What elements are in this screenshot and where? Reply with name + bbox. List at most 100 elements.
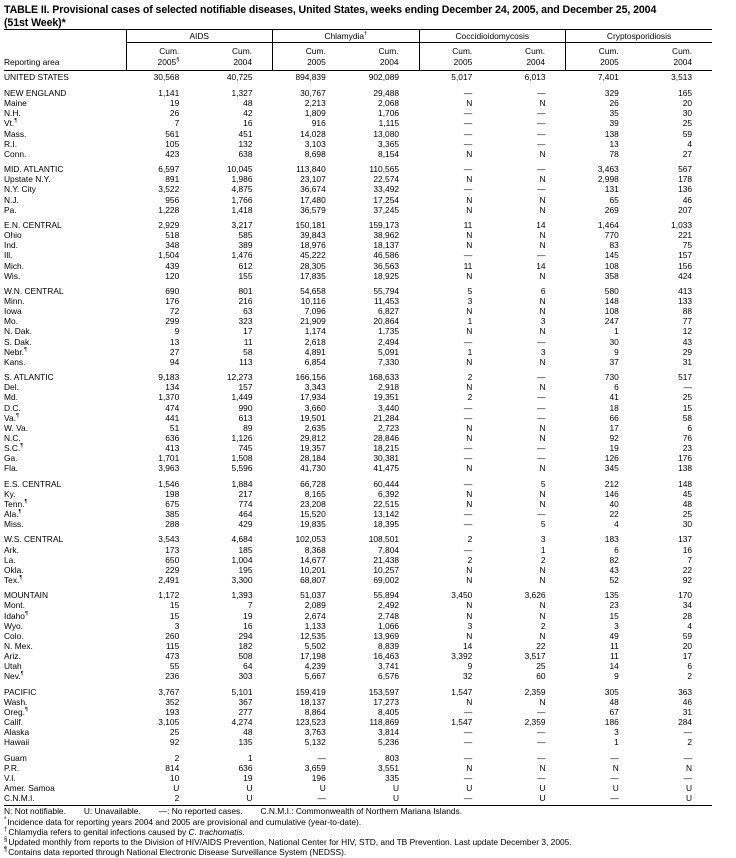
cell-value: 159,173: [368, 219, 400, 230]
cell-value: N: [539, 240, 546, 251]
cell-value: 216: [238, 295, 253, 306]
cell-value: 1,706: [378, 108, 400, 119]
cell-value: 35: [609, 108, 619, 119]
cell-value: 115: [165, 640, 180, 651]
cell-value: N: [466, 174, 473, 185]
cell-value: 1,449: [231, 392, 253, 403]
cell-value: 508: [238, 651, 253, 662]
cell-value: 21,284: [373, 412, 400, 423]
cell-value: 14,677: [300, 554, 326, 565]
cell-value: 3,450: [451, 590, 473, 601]
cell-value: 4,891: [304, 346, 326, 357]
cell-value: 518: [165, 230, 180, 241]
cell-value: N: [539, 295, 546, 306]
cell-value: 990: [238, 402, 253, 413]
cell-value: 58: [682, 412, 693, 423]
cell-value: 40,725: [226, 71, 253, 82]
cell-value: 6: [687, 661, 693, 672]
cell-value: —: [537, 412, 546, 423]
cell-value: 60: [536, 671, 546, 682]
cell-value: 1,004: [231, 554, 253, 565]
cell-value: 612: [238, 260, 253, 271]
cell-value: —: [537, 372, 546, 383]
cell-value: 2,359: [524, 686, 546, 697]
reporting-area: D.C.: [4, 402, 21, 413]
cell-value: 19: [243, 610, 253, 621]
cell-value: 182: [238, 640, 253, 651]
cell-value: 11: [610, 640, 619, 651]
cell-value: 4: [614, 519, 619, 530]
cell-value: 92: [682, 575, 693, 586]
cell-value: 3: [174, 620, 180, 631]
cell-value: 108: [604, 260, 619, 271]
cell-value: 1: [247, 752, 253, 763]
cell-value: 66,728: [300, 478, 326, 489]
cell-value: 19: [609, 443, 619, 454]
reporting-area: Ky.: [4, 488, 16, 499]
cell-value: 1,133: [304, 620, 326, 631]
table-row: Ind. 348 389 18,976 18,137 N N 83 75: [4, 240, 712, 250]
cell-value: 3: [614, 620, 619, 631]
cell-value: 2,494: [378, 336, 400, 347]
document: TABLE II. Provisional cases of selected …: [4, 4, 713, 857]
cell-value: 37: [609, 356, 619, 367]
reporting-area: S. ATLANTIC: [4, 372, 54, 383]
reporting-area: Nebr.¶: [4, 346, 27, 357]
reporting-area: R.I.: [4, 138, 18, 149]
cell-value: 126: [604, 453, 619, 464]
cell-value: 13,080: [373, 128, 400, 139]
cell-value: 11: [610, 651, 619, 662]
cell-value: 48: [243, 98, 253, 109]
cell-value: 3: [540, 346, 546, 357]
cell-value: 10,257: [373, 564, 400, 575]
cell-value: 247: [604, 316, 619, 327]
cell-value: 157: [678, 250, 693, 261]
cell-value: 36,674: [300, 184, 326, 195]
cell-value: 1,476: [231, 250, 253, 261]
cell-value: U: [392, 793, 400, 804]
cell-value: 30,767: [300, 88, 326, 98]
cell-value: 40: [609, 498, 619, 509]
cell-value: U: [612, 783, 619, 793]
cell-value: 730: [604, 372, 619, 383]
cell-value: N: [466, 270, 473, 281]
reporting-area: N. Mex.: [4, 640, 33, 651]
cell-value: 17,480: [300, 194, 326, 205]
cell-value: 389: [238, 240, 253, 251]
cell-value: 675: [165, 498, 180, 509]
cell-value: N: [539, 204, 546, 215]
cell-value: N: [539, 600, 546, 611]
cell-value: 2: [174, 752, 180, 763]
cell-value: 43: [682, 336, 693, 347]
cell-value: 1,508: [231, 453, 253, 464]
cell-value: 3,763: [304, 727, 326, 738]
footnote: *Incidence data for reporting years 2004…: [4, 816, 362, 827]
reporting-area: S.C.¶: [4, 443, 24, 454]
legend-item: U: Unavailable.: [83, 806, 141, 817]
cell-value: 3,343: [304, 382, 326, 393]
year-header: Cum. 2005§: [125, 42, 200, 71]
cell-value: 1,884: [231, 478, 253, 489]
cell-value: 3,659: [304, 762, 326, 773]
cell-value: 28,184: [300, 453, 326, 464]
table-row: N. Mex. 115 182 5,502 8,839 14 22 11 20: [4, 641, 712, 651]
cell-value: 14: [609, 661, 619, 672]
table-row: Upstate N.Y. 891 1,986 23,107 22,574 N N 2,998 1…: [4, 174, 712, 184]
cell-value: 1,393: [231, 590, 253, 601]
cell-value: 294: [238, 630, 253, 641]
cell-value: 3,522: [158, 184, 180, 195]
cell-value: 413: [165, 443, 180, 454]
cell-value: 236: [165, 671, 180, 682]
cell-value: N: [466, 306, 473, 317]
cell-value: 148: [678, 478, 693, 489]
cell-value: —: [683, 772, 693, 783]
cell-value: 7: [687, 554, 693, 565]
cell-value: 5: [467, 285, 473, 296]
cell-value: 29,488: [373, 88, 400, 98]
cell-value: 17,934: [300, 392, 326, 403]
cell-value: 2: [467, 372, 473, 383]
cell-value: —: [537, 706, 546, 717]
cell-value: —: [463, 478, 473, 489]
cell-value: 22,574: [373, 174, 400, 185]
cell-value: 78: [609, 148, 619, 159]
